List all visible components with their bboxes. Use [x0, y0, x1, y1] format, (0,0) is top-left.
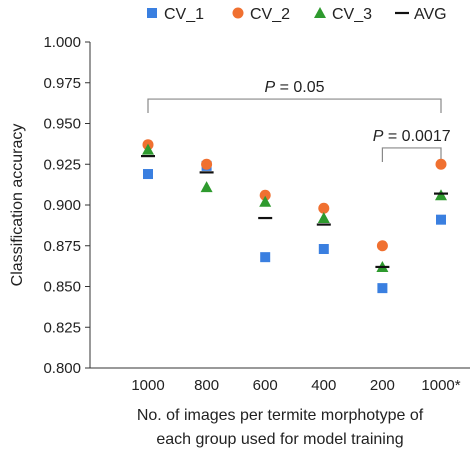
- data-points: [141, 139, 448, 294]
- point-cv-2: [318, 202, 330, 214]
- y-tick-label: 0.900: [43, 197, 81, 214]
- point-cv-2: [259, 189, 271, 201]
- y-tick-label: 1.000: [43, 34, 81, 51]
- point-cv-3: [200, 181, 213, 193]
- x-tick-label: 200: [370, 377, 395, 394]
- legend-marker-cv-1: [147, 8, 157, 18]
- x-tick-label: 600: [253, 377, 278, 394]
- x-axis-title-line1: No. of images per termite morphotype of: [137, 407, 424, 424]
- y-ticks: 0.800 0.825 0.850 0.875 0.900 0.925 0.950 0.975…: [43, 34, 90, 377]
- legend-marker-cv-3: [314, 7, 326, 18]
- point-cv-2: [435, 158, 447, 170]
- y-tick-label: 0.925: [43, 156, 81, 173]
- point-cv-1: [377, 283, 388, 294]
- significance-label: P = 0.05: [264, 79, 324, 96]
- y-tick-label: 0.850: [43, 279, 81, 296]
- point-cv-1: [318, 244, 329, 255]
- legend-marker-cv-2: [232, 7, 244, 19]
- legend: CV_1 CV_2 CV_3 AVG: [147, 6, 447, 23]
- y-tick-label: 0.875: [43, 238, 81, 255]
- y-tick-label: 0.950: [43, 116, 81, 133]
- point-cv-1: [436, 214, 446, 225]
- significance-bracket: [381, 147, 442, 162]
- point-cv-3: [435, 189, 447, 201]
- point-cv-1: [260, 252, 271, 263]
- y-tick-label: 0.825: [43, 319, 81, 336]
- point-cv-3: [317, 212, 330, 224]
- legend-label: AVG: [414, 6, 447, 23]
- x-axis-title-line2: each group used for model training: [156, 431, 403, 448]
- point-cv-2: [376, 240, 388, 252]
- annotations: P = 0.05 P = 0.0017: [147, 79, 451, 162]
- point-cv-1: [143, 169, 153, 180]
- x-tick-label: 400: [311, 377, 336, 394]
- legend-label: CV_1: [164, 6, 204, 23]
- y-tick-label: 0.800: [43, 360, 81, 377]
- legend-label: CV_2: [250, 6, 290, 23]
- x-ticks: 1000 800 600 400 200 1000*: [131, 377, 460, 394]
- point-cv-3: [259, 195, 272, 207]
- point-cv-2: [201, 158, 213, 170]
- x-tick-label: 800: [194, 377, 219, 394]
- significance-label: P = 0.0017: [373, 128, 451, 145]
- x-tick-label: 1000*: [421, 377, 460, 394]
- significance-bracket: [147, 98, 442, 114]
- y-tick-label: 0.975: [43, 75, 81, 92]
- y-axis-title: Classification accuracy: [9, 124, 26, 287]
- legend-label: CV_3: [332, 6, 372, 23]
- point-cv-3: [142, 143, 154, 155]
- x-tick-label: 1000: [131, 377, 164, 394]
